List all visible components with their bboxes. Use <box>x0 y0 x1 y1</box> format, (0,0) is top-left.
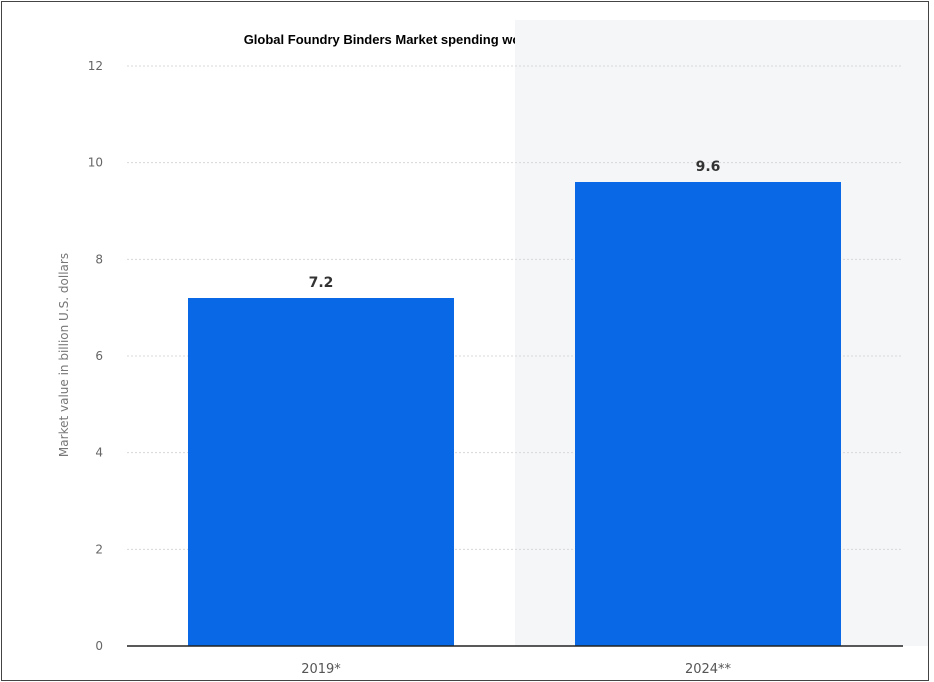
y-tick-label: 0 <box>95 639 103 653</box>
y-axis-ticks: 0 2 4 6 8 10 12 <box>88 59 103 653</box>
y-tick-label: 8 <box>95 252 103 266</box>
y-axis-title: Market value in billion U.S. dollars <box>57 253 71 457</box>
bar <box>188 298 454 646</box>
bars: 7.2 2019* 9.6 2024** <box>188 159 841 677</box>
x-tick-label: 2024** <box>685 662 732 677</box>
y-tick-label: 2 <box>95 542 103 556</box>
y-tick-label: 6 <box>95 349 103 363</box>
y-tick-label: 12 <box>88 59 103 73</box>
x-tick-label: 2019* <box>301 662 341 677</box>
y-tick-label: 10 <box>88 156 103 170</box>
data-label: 7.2 <box>309 275 334 291</box>
bar <box>575 182 841 646</box>
y-tick-label: 4 <box>95 446 103 460</box>
data-label: 9.6 <box>696 159 721 175</box>
